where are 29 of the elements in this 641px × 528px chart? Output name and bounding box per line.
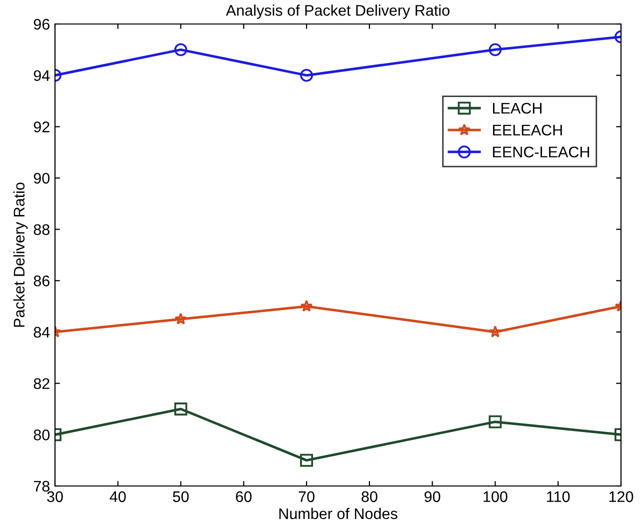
x-tick-label: 100	[484, 491, 508, 502]
x-tick-label: 70	[298, 491, 314, 502]
point	[300, 300, 313, 312]
y-tick-label: 92	[34, 122, 50, 132]
chart-title: Analysis of Packet Delivery Ratio	[226, 4, 450, 19]
y-tick-label: 82	[34, 378, 50, 390]
y-tick-label: 96	[34, 18, 50, 30]
x-tick-label: 40	[110, 491, 126, 502]
y-tick-label: 78	[34, 480, 50, 492]
legend-label: EENC-LEACH	[493, 146, 590, 158]
point	[300, 68, 314, 82]
y-tick-label: 80	[34, 430, 50, 440]
y-tick-label: 94	[34, 70, 50, 82]
x-tick-label: 30	[47, 491, 63, 502]
y-axis-title: Packet Delivery Ratio	[13, 182, 28, 327]
x-tick-label: 90	[424, 491, 440, 502]
x-tick-label: 50	[172, 491, 189, 502]
legend-label: LEACH	[493, 102, 542, 114]
x-tick-label: 120	[609, 491, 634, 502]
y-tick-label: 90	[34, 172, 50, 184]
legend-label: EELEACH	[493, 124, 562, 136]
y-tick-label: 84	[34, 326, 50, 338]
point	[300, 454, 314, 467]
x-tick-label: 110	[547, 491, 570, 502]
x-tick-label: 80	[362, 491, 378, 502]
x-axis-title: Number of Nodes	[279, 508, 398, 520]
y-tick-label: 88	[34, 224, 50, 236]
x-tick-label: 60	[236, 491, 252, 502]
y-tick-label: 86	[34, 276, 50, 286]
